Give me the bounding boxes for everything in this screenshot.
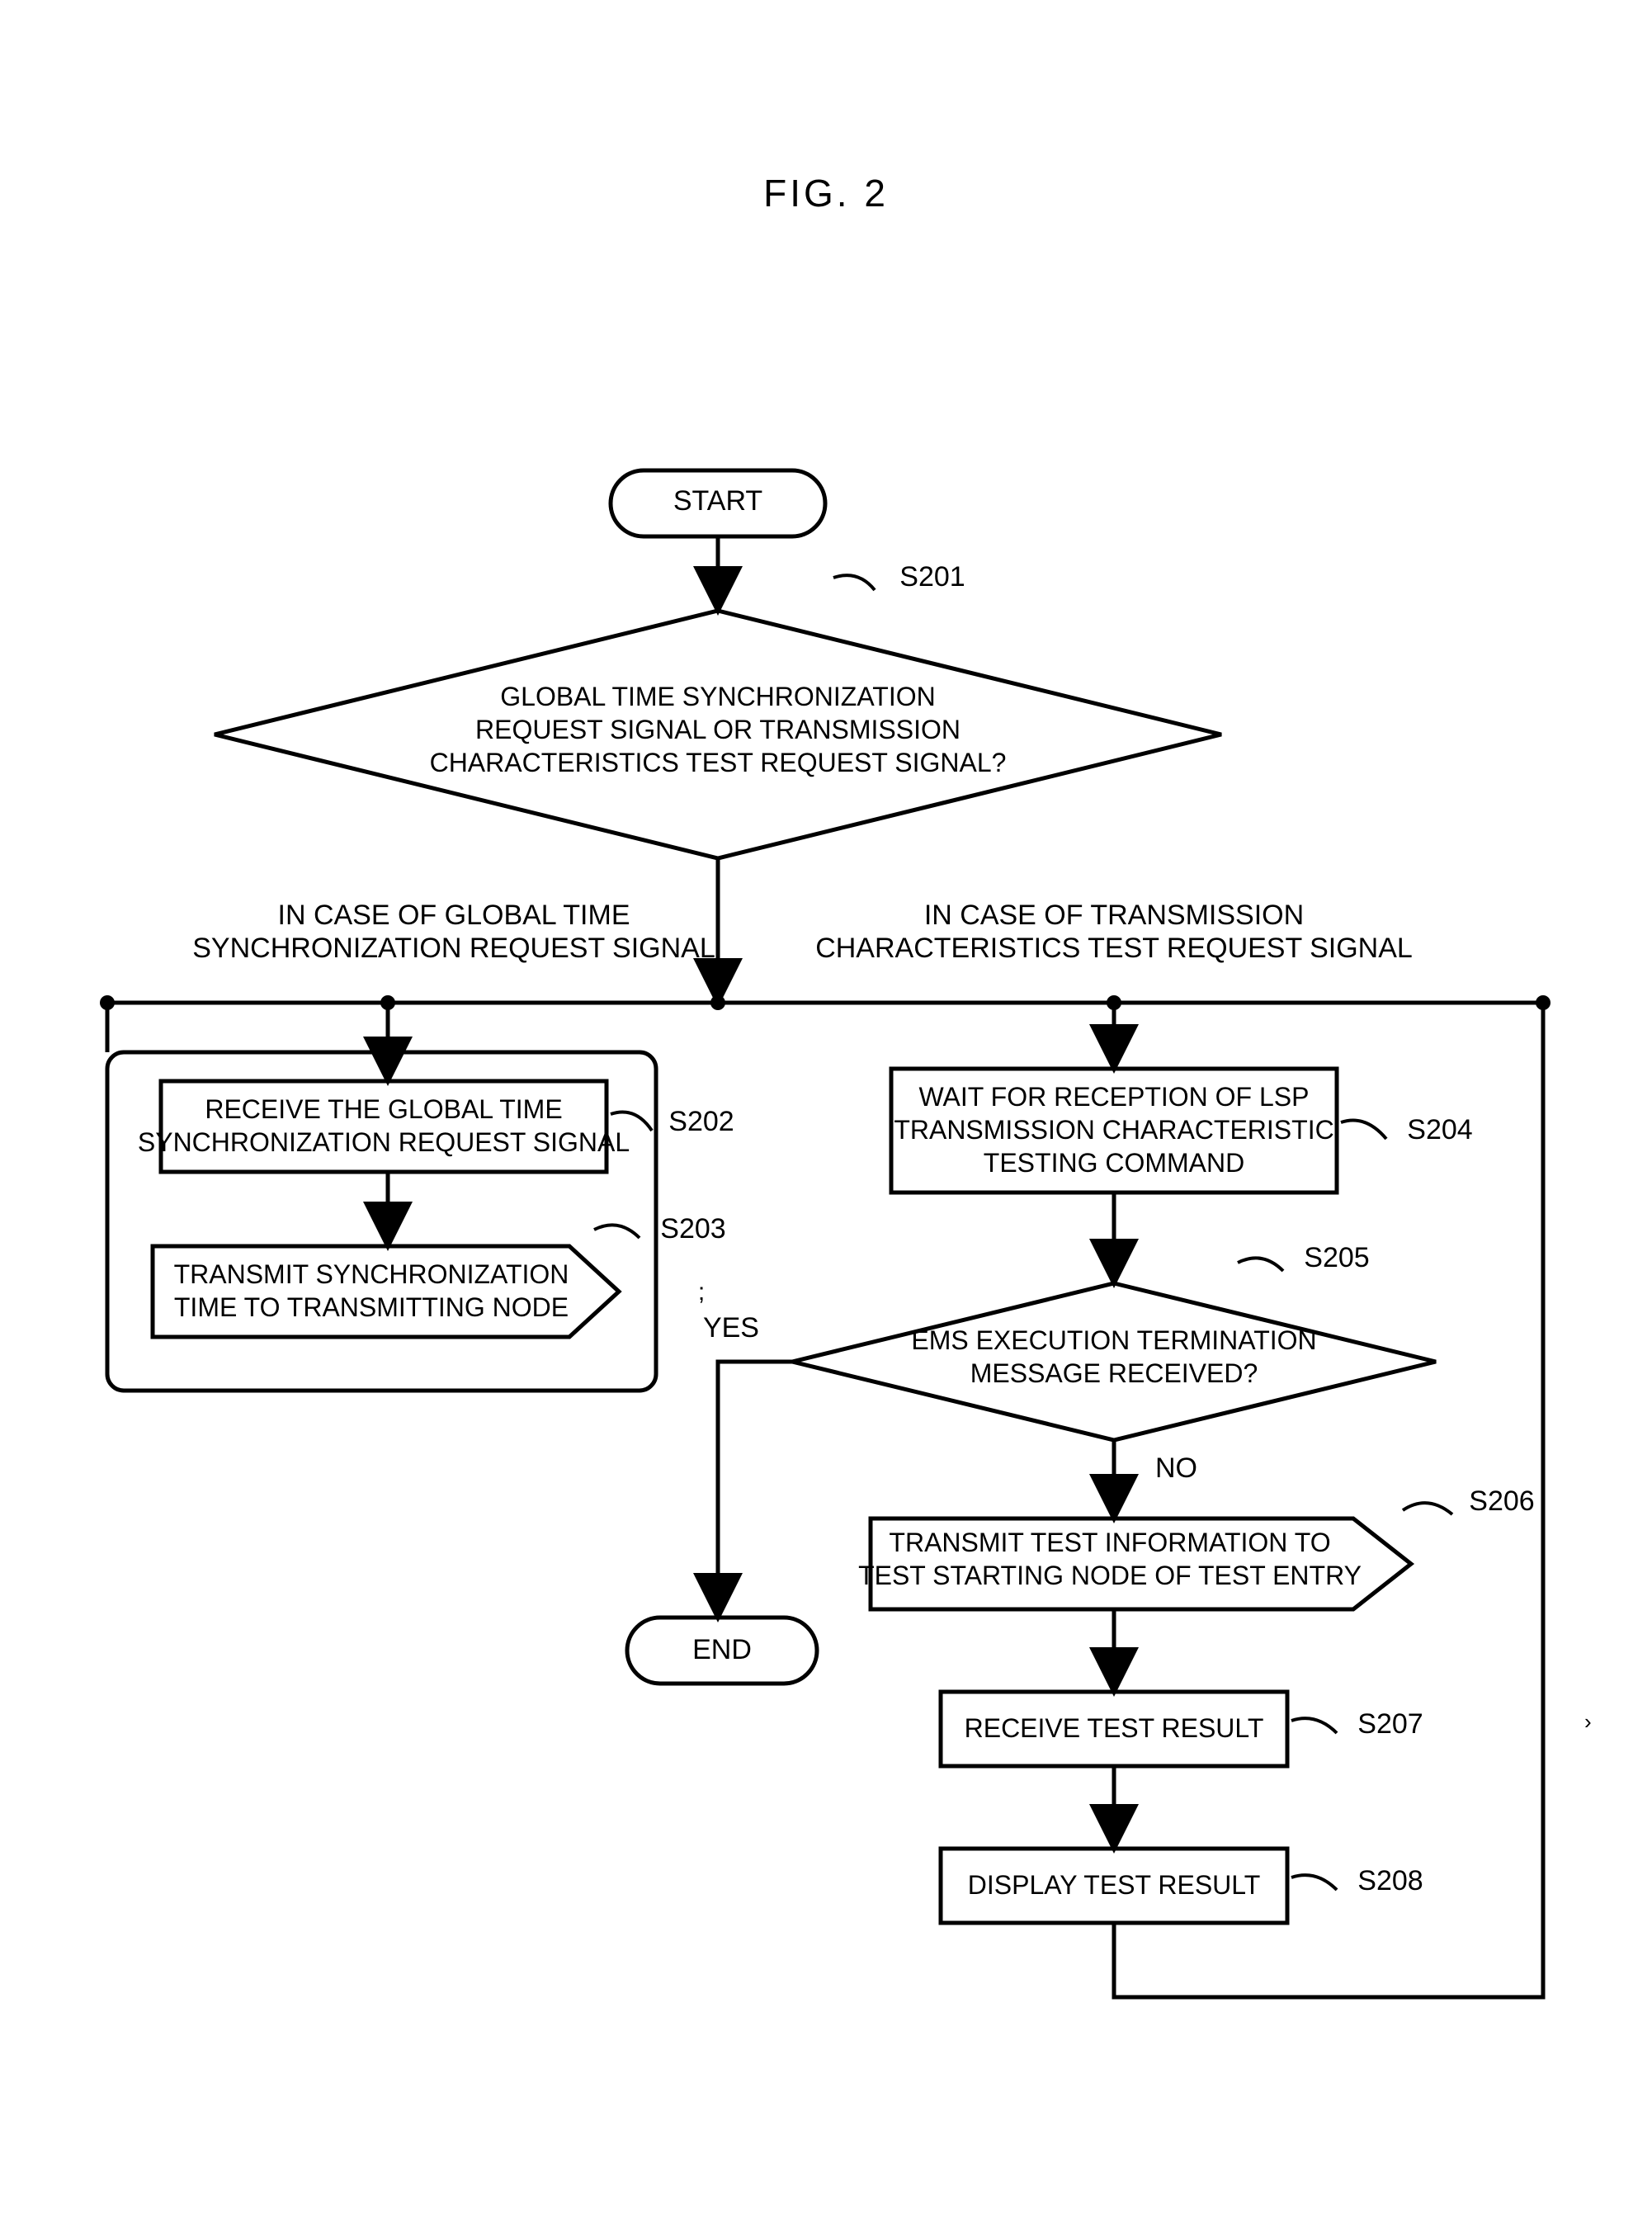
s207-process: RECEIVE TEST RESULT — [941, 1692, 1287, 1766]
s203-label: S203 — [660, 1213, 725, 1245]
s208-label: S208 — [1357, 1865, 1423, 1896]
s203-send: TRANSMIT SYNCHRONIZATION TIME TO TRANSMI… — [153, 1246, 619, 1337]
s207-label: S207 — [1357, 1708, 1423, 1740]
svg-text:RECEIVE THE GLOBAL TIME: RECEIVE THE GLOBAL TIME — [205, 1094, 562, 1124]
s204-label: S204 — [1407, 1114, 1472, 1145]
svg-text:TESTING COMMAND: TESTING COMMAND — [984, 1148, 1244, 1178]
svg-text:TRANSMISSION CHARACTERISTIC: TRANSMISSION CHARACTERISTIC — [894, 1115, 1333, 1145]
s205-decision: EMS EXECUTION TERMINATION MESSAGE RECEIV… — [792, 1283, 1436, 1440]
s205-label: S205 — [1304, 1242, 1369, 1273]
figure-title: FIG. 2 — [763, 172, 889, 215]
svg-text:TIME TO TRANSMITTING NODE: TIME TO TRANSMITTING NODE — [174, 1292, 569, 1322]
svg-text:END: END — [692, 1634, 752, 1665]
s201-decision: GLOBAL TIME SYNCHRONIZATION REQUEST SIGN… — [215, 611, 1221, 858]
flowchart-svg: FIG. 2 START S201 GLOBAL TIME SYNCHRONIZ… — [0, 0, 1652, 2234]
svg-text:RECEIVE TEST RESULT: RECEIVE TEST RESULT — [965, 1713, 1264, 1743]
s202-label: S202 — [668, 1106, 734, 1137]
branch-right-label-2: CHARACTERISTICS TEST REQUEST SIGNAL — [815, 933, 1413, 964]
end-node: END — [627, 1618, 817, 1684]
svg-text:CHARACTERISTICS TEST REQUEST S: CHARACTERISTICS TEST REQUEST SIGNAL? — [430, 748, 1007, 777]
svg-text:REQUEST SIGNAL OR TRANSMISSION: REQUEST SIGNAL OR TRANSMISSION — [475, 715, 961, 744]
s205-no: NO — [1155, 1452, 1197, 1484]
svg-text:EMS EXECUTION TERMINATION: EMS EXECUTION TERMINATION — [911, 1325, 1316, 1355]
s206-send: TRANSMIT TEST INFORMATION TO TEST STARTI… — [858, 1518, 1411, 1609]
svg-text:TRANSMIT TEST INFORMATION TO: TRANSMIT TEST INFORMATION TO — [889, 1528, 1330, 1557]
svg-text:;: ; — [698, 1278, 705, 1306]
s201-label: S201 — [899, 561, 965, 593]
svg-text:DISPLAY TEST RESULT: DISPLAY TEST RESULT — [968, 1870, 1261, 1900]
s204-process: WAIT FOR RECEPTION OF LSP TRANSMISSION C… — [891, 1069, 1337, 1193]
s205-yes: YES — [703, 1312, 759, 1344]
start-node: START — [611, 470, 825, 536]
svg-text:WAIT FOR RECEPTION OF LSP: WAIT FOR RECEPTION OF LSP — [919, 1082, 1310, 1112]
s202-process: RECEIVE THE GLOBAL TIME SYNCHRONIZATION … — [138, 1081, 630, 1172]
branch-right-label: IN CASE OF TRANSMISSION — [924, 900, 1304, 931]
s208-process: DISPLAY TEST RESULT — [941, 1849, 1287, 1923]
svg-text:START: START — [673, 485, 762, 517]
branch-left-label-2: SYNCHRONIZATION REQUEST SIGNAL — [192, 933, 715, 964]
svg-text:›: › — [1584, 1709, 1592, 1734]
svg-text:SYNCHRONIZATION REQUEST SIGNAL: SYNCHRONIZATION REQUEST SIGNAL — [138, 1127, 630, 1157]
s206-label: S206 — [1469, 1485, 1534, 1517]
svg-text:GLOBAL TIME SYNCHRONIZATION: GLOBAL TIME SYNCHRONIZATION — [500, 682, 935, 711]
svg-text:MESSAGE RECEIVED?: MESSAGE RECEIVED? — [970, 1358, 1258, 1388]
branch-left-label: IN CASE OF GLOBAL TIME — [278, 900, 630, 931]
svg-text:TRANSMIT SYNCHRONIZATION: TRANSMIT SYNCHRONIZATION — [174, 1259, 569, 1289]
svg-text:TEST STARTING NODE OF TEST ENT: TEST STARTING NODE OF TEST ENTRY — [858, 1561, 1362, 1590]
